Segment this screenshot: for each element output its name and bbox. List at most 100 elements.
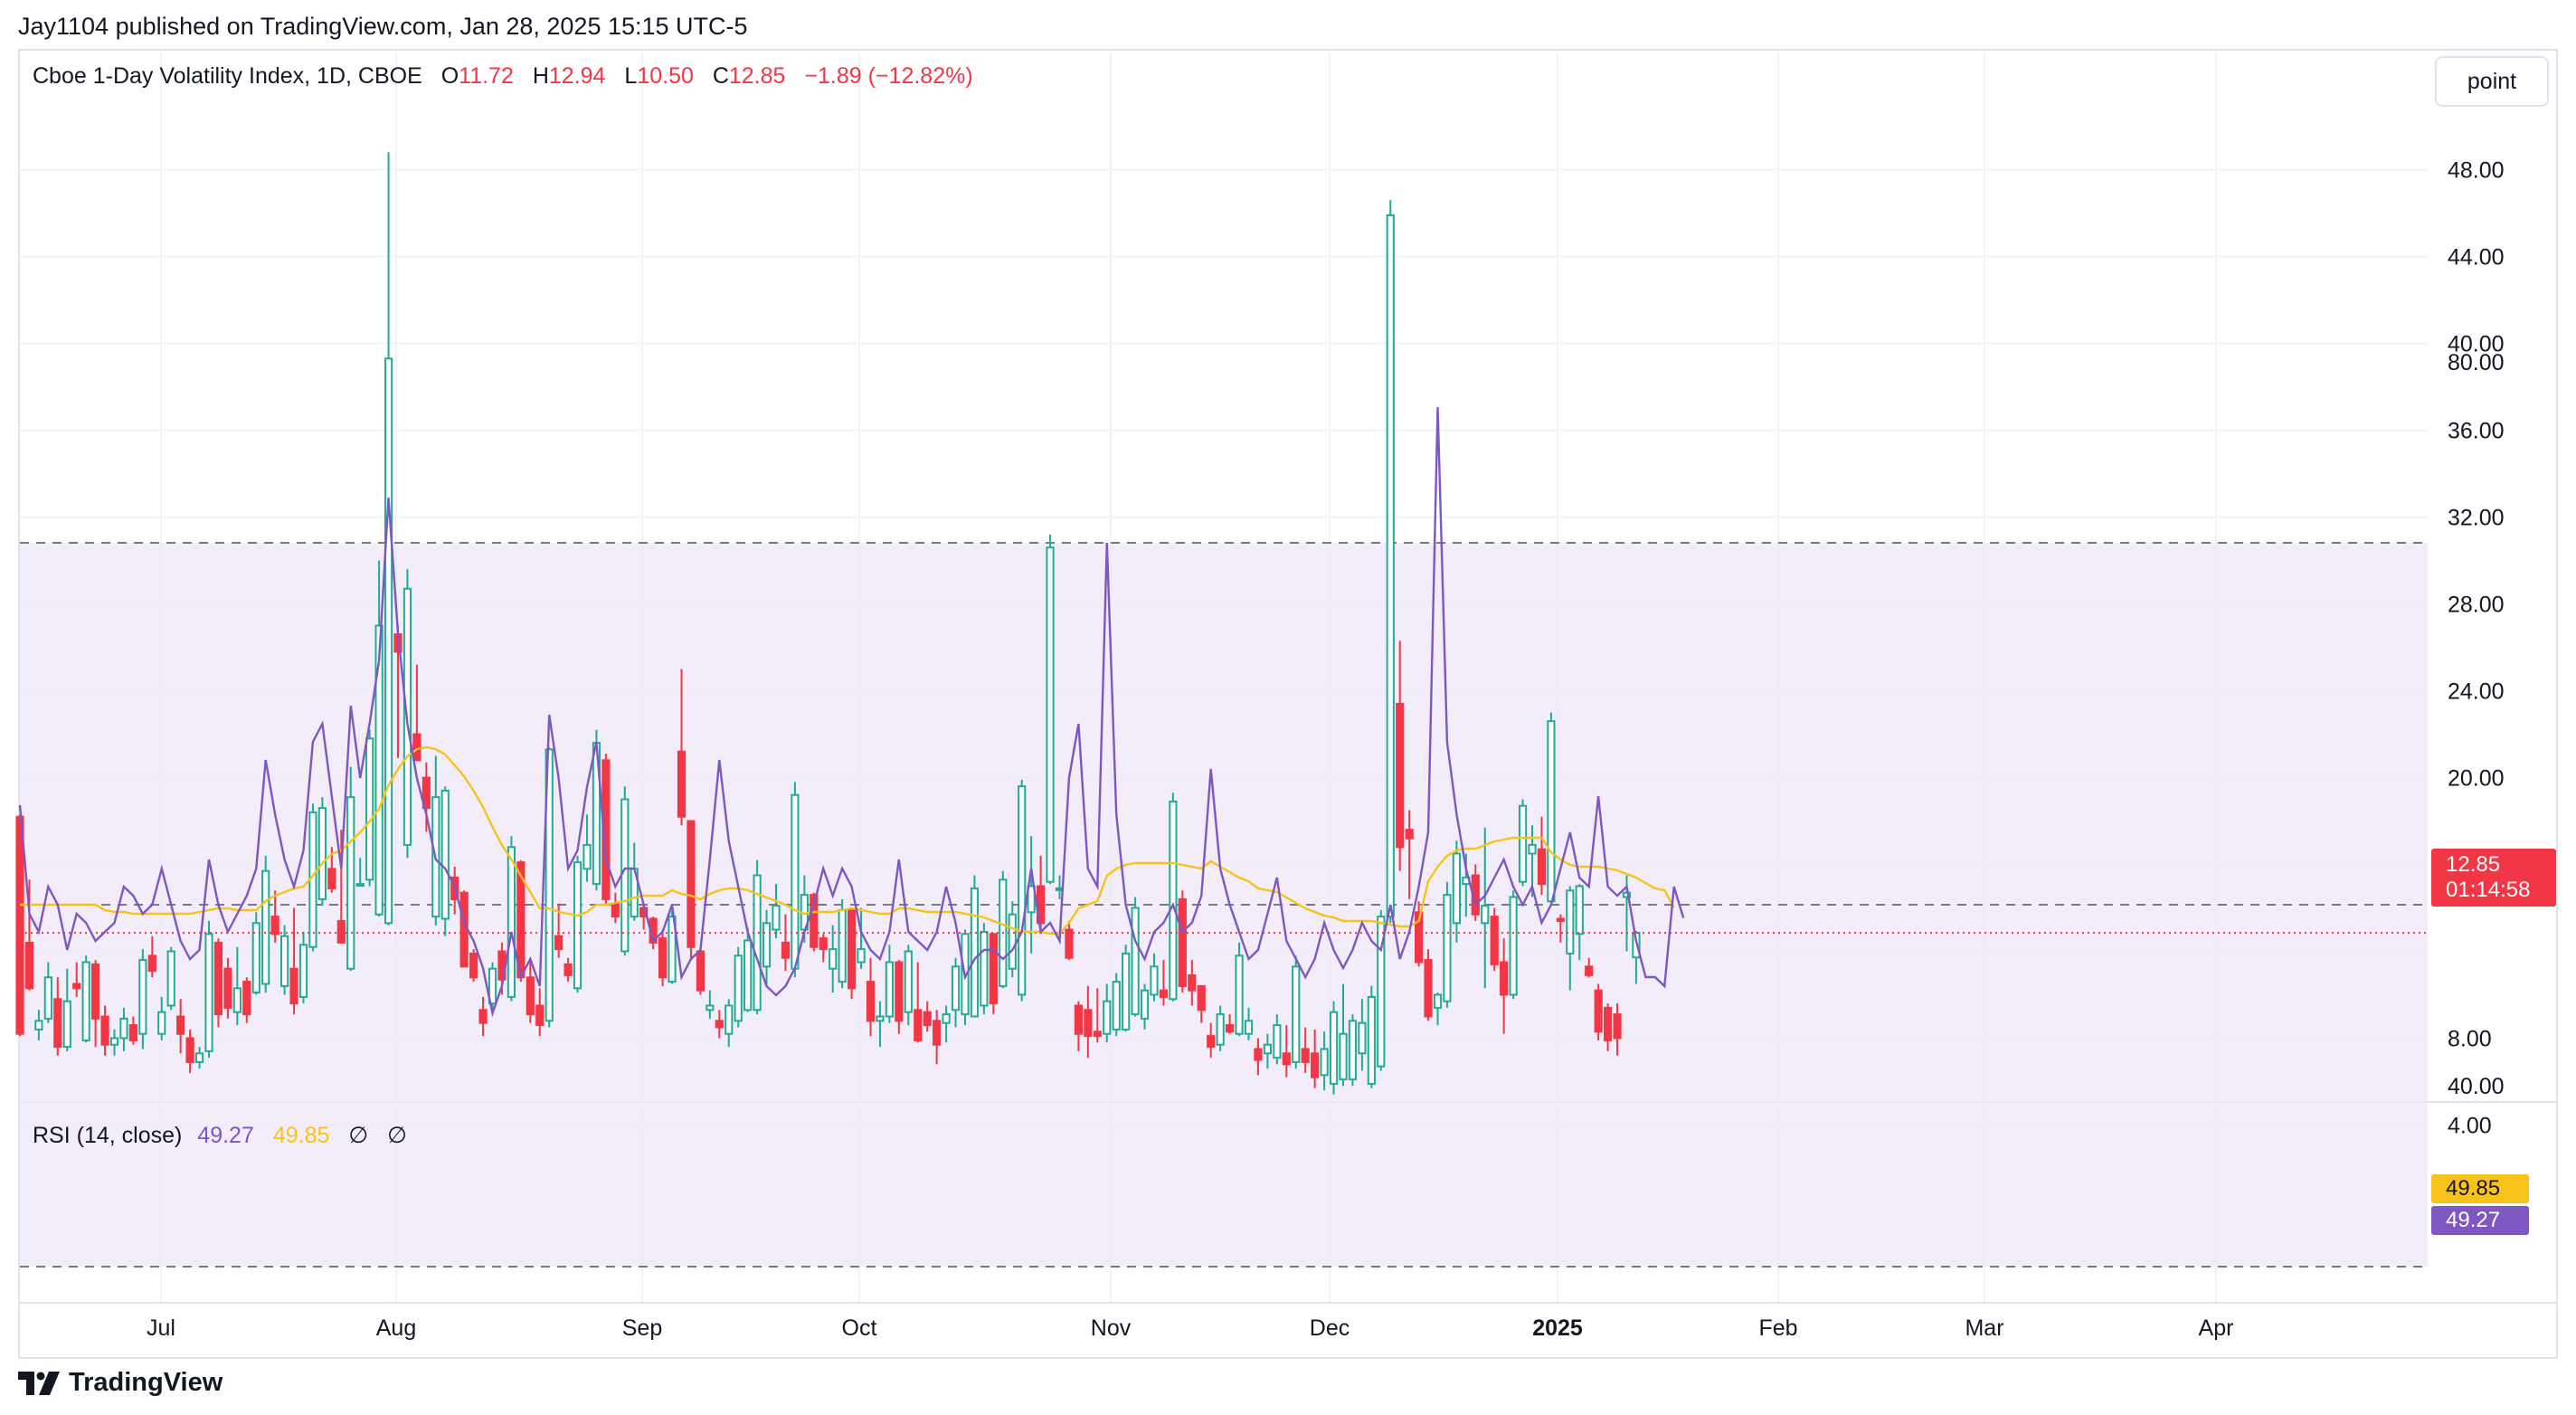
candle-body <box>857 948 866 964</box>
candle-body <box>838 908 847 983</box>
candle <box>270 890 279 943</box>
candle-body <box>223 967 232 1009</box>
tradingview-brand[interactable]: TradingView <box>18 1368 223 1398</box>
candle <box>365 729 374 887</box>
candle-body <box>421 776 431 810</box>
high-value: 12.94 <box>548 63 606 89</box>
candle <box>724 999 734 1048</box>
candle <box>1518 799 1528 887</box>
candle-body <box>1358 1021 1367 1055</box>
candle <box>951 957 961 1028</box>
candle <box>317 797 327 907</box>
candle-body <box>1018 785 1027 996</box>
candle <box>762 909 772 986</box>
candle-body <box>232 987 242 1013</box>
candle <box>1396 641 1405 871</box>
candle-body <box>280 935 289 987</box>
candle <box>923 1001 932 1032</box>
brand-name: TradingView <box>69 1368 223 1397</box>
candle <box>1348 1014 1358 1087</box>
candle <box>1046 534 1055 885</box>
candle <box>176 999 185 1054</box>
candle <box>34 1010 43 1040</box>
candle <box>261 855 270 993</box>
candle-body <box>715 1020 724 1029</box>
candle <box>1197 984 1206 1023</box>
candle <box>1339 983 1348 1087</box>
candle-body <box>1320 1048 1329 1077</box>
candle <box>43 962 52 1023</box>
empty-set-icon-2: ∅ <box>387 1123 407 1148</box>
rsi-legend: RSI (14, close) 49.27 49.85 ∅ ∅ <box>33 1122 407 1149</box>
candle <box>706 990 715 1019</box>
time-tick-label: Aug <box>376 1315 416 1341</box>
candle-body <box>668 916 677 983</box>
candle-body <box>526 976 535 1016</box>
candle <box>242 977 251 1023</box>
candle <box>1226 1014 1235 1034</box>
candle <box>1188 960 1197 1006</box>
candle-body <box>677 750 687 818</box>
candle <box>213 938 223 1028</box>
candle <box>848 908 857 1000</box>
candle <box>1452 840 1462 943</box>
low-label: L <box>624 63 638 89</box>
candle <box>488 962 497 1015</box>
candle-body <box>1443 894 1452 1002</box>
candle-body <box>582 843 592 870</box>
candle-body <box>1188 973 1197 992</box>
candle-body <box>1150 965 1159 996</box>
candle <box>857 907 866 969</box>
rsi-tag: 49.27 <box>2431 1206 2529 1235</box>
candle-body <box>1547 720 1556 903</box>
candle-body <box>914 1009 923 1041</box>
candle-body <box>1301 1048 1310 1063</box>
candle <box>904 945 913 1026</box>
candle <box>1443 881 1452 1008</box>
candle-body <box>15 815 24 1035</box>
candle <box>829 925 838 993</box>
candle-body <box>980 930 989 1007</box>
rsi-title[interactable]: RSI (14, close) <box>33 1123 183 1148</box>
scale-mode-button[interactable]: point <box>2435 56 2549 107</box>
candle-body <box>1263 1043 1273 1055</box>
candle-body <box>488 967 497 1005</box>
last-price: 12.85 <box>2446 852 2501 877</box>
candle <box>1415 901 1424 967</box>
candle <box>1093 988 1102 1043</box>
candle <box>1273 1014 1282 1065</box>
candle <box>1547 712 1556 907</box>
candle-body <box>365 737 374 881</box>
candle-body <box>1481 905 1490 925</box>
candle-body <box>242 981 251 1016</box>
candle <box>772 884 781 939</box>
candle <box>734 946 743 1028</box>
candle-body <box>1518 804 1528 883</box>
candle-body <box>819 937 828 951</box>
candle-body <box>1112 981 1121 1030</box>
candle <box>289 907 298 1015</box>
candle-body <box>829 948 838 970</box>
candle <box>1150 953 1159 1002</box>
symbol-title[interactable]: Cboe 1-Day Volatility Index, 1D, CBOE <box>33 63 422 89</box>
candle-body <box>1424 959 1433 1018</box>
candle <box>914 962 923 1043</box>
candle <box>1178 890 1187 993</box>
candle <box>1103 983 1112 1043</box>
close-label: C <box>712 63 729 89</box>
candle-body <box>1254 1048 1263 1061</box>
candle-body <box>374 624 384 916</box>
candle-body <box>478 1009 488 1024</box>
candle <box>1112 973 1121 1037</box>
candle <box>346 766 355 972</box>
candle-body <box>384 357 393 925</box>
candle-body <box>62 1000 71 1049</box>
candle-body <box>459 891 469 968</box>
candle <box>838 898 847 989</box>
candle-body <box>1131 907 1140 1016</box>
candle-body <box>1244 1020 1254 1035</box>
candle <box>1235 942 1244 1037</box>
candle-body <box>658 937 668 979</box>
candle-body <box>885 961 894 1018</box>
